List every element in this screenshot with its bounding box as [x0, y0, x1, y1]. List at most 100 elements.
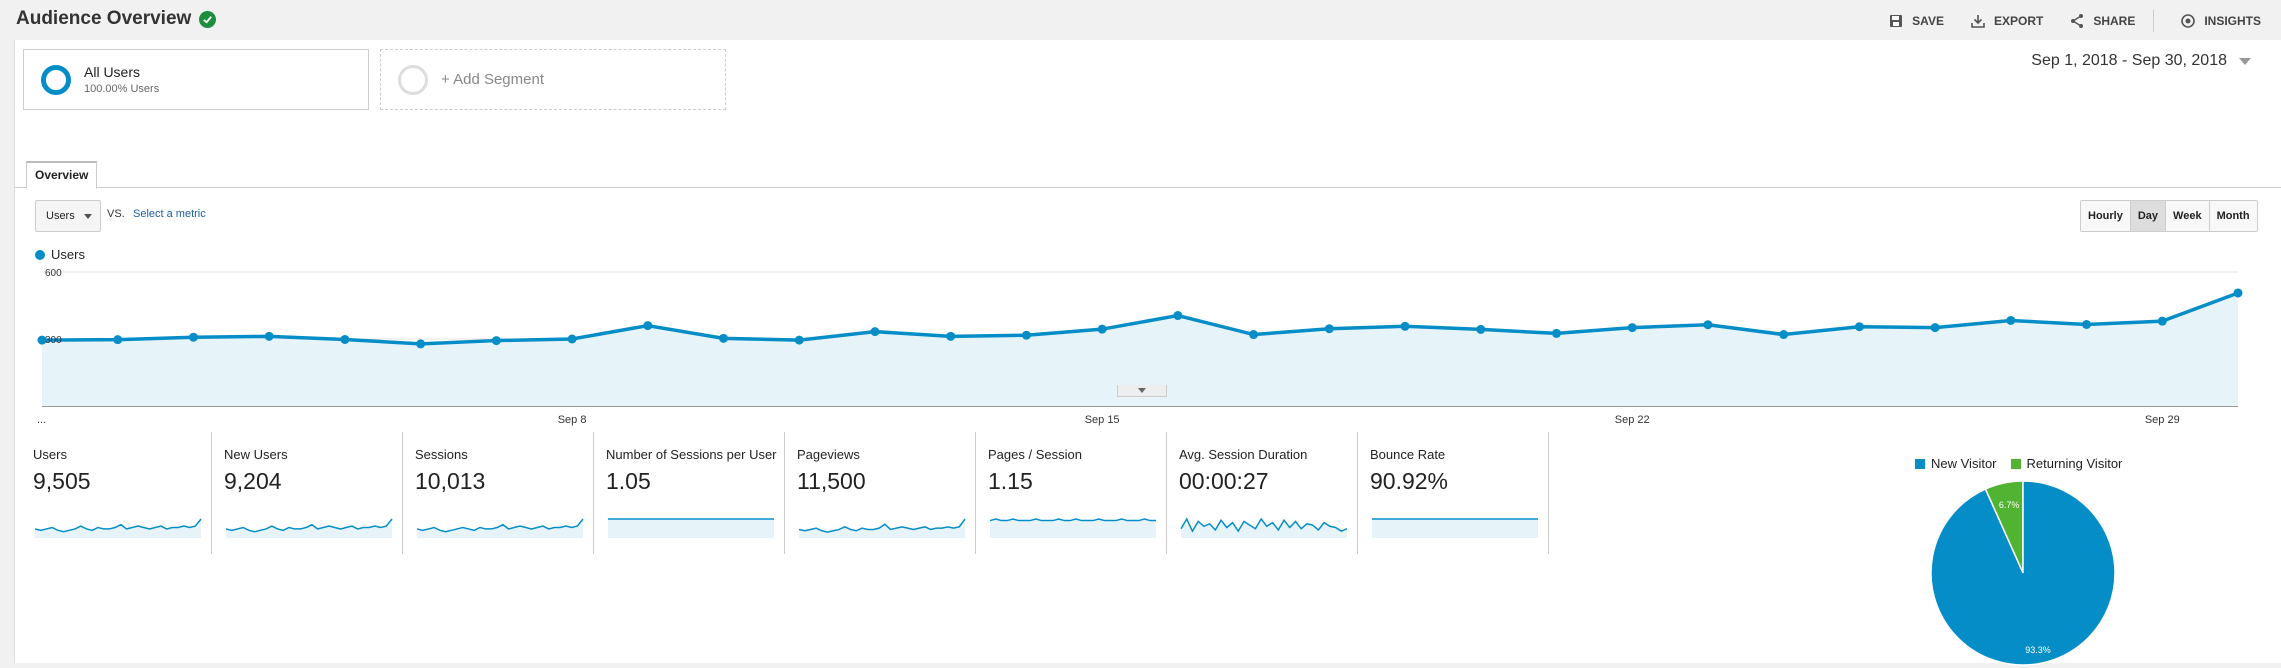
metric-value: 1.05 [606, 468, 651, 494]
metric-card[interactable]: New Users 9,204 [212, 432, 403, 554]
visitor-type-pie-chart[interactable]: 6.7% 93.3% [1928, 478, 2118, 668]
metric-sparkline [34, 518, 202, 538]
users-data-point [37, 335, 47, 345]
x-tick-label: Sep 29 [2145, 414, 2180, 426]
users-data-point [1854, 322, 1864, 332]
metric-card[interactable]: Pageviews 11,500 [785, 432, 976, 554]
chevron-down-icon [1138, 388, 1146, 393]
granularity-month[interactable]: Month [2209, 201, 2257, 231]
users-line-chart[interactable]: 600 300... Sep 8 Sep 15 Sep 22 Sep 29 [23, 262, 2245, 432]
tab-row: Overview [15, 148, 2281, 189]
metric-value: 1.15 [988, 468, 1033, 494]
users-data-point [2157, 316, 2167, 326]
users-data-point [794, 335, 804, 345]
metric-card[interactable]: Number of Sessions per User 1.05 [594, 432, 785, 554]
metric-summary-row: Users 9,505 New Users 9,204 Sessions 10,013 Nu… [21, 432, 1549, 554]
granularity-day[interactable]: Day [2130, 201, 2167, 231]
x-tick-label: Sep 22 [1615, 414, 1650, 426]
date-range-picker[interactable]: Sep 1, 2018 - Sep 30, 2018 [2031, 52, 2251, 70]
sparkline-area [1181, 519, 1347, 538]
pie-legend-returning-visitor[interactable]: Returning Visitor [2010, 456, 2122, 471]
granularity-toggle: Hourly Day Week Month [2080, 200, 2258, 232]
insights-label: INSIGHTS [2204, 14, 2261, 28]
legend-swatch [1915, 459, 1925, 469]
save-button[interactable]: SAVE [1888, 13, 1944, 29]
users-data-point [1930, 323, 1940, 333]
users-legend-label: Users [51, 247, 85, 262]
metric-card[interactable]: Users 9,505 [21, 432, 212, 554]
pie-slice-label: 93.3% [2025, 645, 2051, 655]
users-data-point [1400, 321, 1410, 331]
collapse-chart-toggle[interactable] [1117, 385, 1167, 397]
pie-slice-label: 6.7% [1999, 500, 2020, 510]
users-data-point [870, 327, 880, 337]
legend-swatch [2010, 459, 2021, 469]
users-data-point [946, 331, 956, 341]
users-data-point [113, 335, 123, 345]
granularity-hourly[interactable]: Hourly [2081, 201, 2131, 231]
metric-value: 00:00:27 [1179, 468, 1269, 494]
users-data-point [1551, 328, 1561, 338]
segment-share: 100.00% Users [84, 83, 160, 95]
actions-divider [2153, 10, 2155, 32]
sparkline-line [1180, 517, 1348, 533]
sparkline-area [1372, 519, 1538, 538]
x-tick-label: Sep 8 [558, 414, 587, 426]
select-metric-link[interactable]: Select a metric [133, 208, 206, 220]
metric-sparkline [416, 518, 584, 538]
metric-label: Pageviews [797, 447, 860, 462]
sparkline-line [989, 518, 1156, 522]
metric-value: 9,204 [224, 468, 282, 494]
sparkline-line [416, 518, 584, 533]
granularity-week[interactable]: Week [2166, 201, 2210, 231]
save-icon [1890, 15, 1903, 27]
legend-label: New Visitor [1931, 456, 1997, 471]
users-data-point [1476, 324, 1486, 334]
insights-button[interactable]: INSIGHTS [2180, 13, 2261, 29]
sparkline-area [417, 519, 583, 538]
metric-card[interactable]: Avg. Session Duration 00:00:27 [1167, 432, 1358, 554]
export-button[interactable]: EXPORT [1970, 13, 2043, 29]
sparkline-line [34, 518, 202, 533]
metric-dropdown[interactable]: Users [35, 200, 101, 232]
users-data-point [1779, 330, 1789, 340]
metric-sparkline [1372, 518, 1538, 538]
metric-label: Users [33, 447, 67, 462]
sparkline-area [608, 519, 774, 538]
users-data-point [2006, 315, 2016, 325]
sparkline-line [798, 518, 966, 533]
share-label: SHARE [2093, 14, 2136, 28]
segment-text: All Users 100.00% Users [84, 64, 159, 95]
metric-value: 9,505 [33, 468, 91, 494]
metric-value: 90.92% [1370, 468, 1449, 494]
metric-card[interactable]: Bounce Rate 90.92% [1358, 432, 1549, 554]
pie-legend: New Visitor Returning Visitor [1915, 456, 2122, 471]
metric-value: 10,013 [415, 468, 486, 494]
date-range-label: Sep 1, 2018 - Sep 30, 2018 [2031, 52, 2227, 69]
metric-label: Number of Sessions per User [606, 447, 777, 462]
export-label: EXPORT [1993, 14, 2044, 28]
metric-sparkline [989, 518, 1156, 538]
metric-card[interactable]: Pages / Session 1.15 [976, 432, 1167, 554]
sparkline-area [799, 519, 965, 538]
users-data-point [340, 334, 350, 344]
users-data-point [1097, 324, 1107, 334]
users-data-point [1173, 311, 1183, 321]
page-title-wrap: Audience Overview [16, 8, 217, 30]
top-bar: Audience Overview SAVE EXPORT SHARE INSI… [0, 0, 2281, 40]
segment-all-users[interactable]: All Users 100.00% Users [23, 49, 369, 110]
share-button[interactable]: SHARE [2069, 13, 2135, 29]
verified-check-icon [199, 10, 217, 28]
y-tick-label: 300 [45, 335, 62, 346]
metric-sparkline [225, 518, 393, 538]
report-panel: All Users 100.00% Users + Add Segment Se… [14, 40, 2281, 666]
tab-overview[interactable]: Overview [26, 161, 98, 189]
users-data-point [2082, 319, 2092, 329]
pie-legend-new-visitor[interactable]: New Visitor [1915, 456, 1997, 471]
metric-label: Pages / Session [988, 447, 1082, 462]
users-area [42, 292, 2238, 406]
page-title: Audience Overview [16, 8, 192, 29]
metric-card[interactable]: Sessions 10,013 [403, 432, 594, 554]
metric-sparkline [608, 518, 774, 538]
add-segment-button[interactable]: + Add Segment [380, 49, 726, 110]
